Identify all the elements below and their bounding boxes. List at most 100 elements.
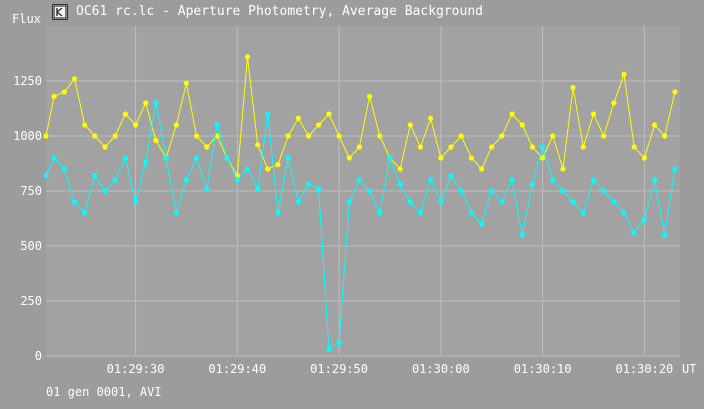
data-point bbox=[153, 137, 159, 143]
data-point bbox=[204, 144, 210, 150]
y-tick-label: 500 bbox=[20, 239, 42, 253]
data-point bbox=[641, 217, 648, 223]
data-point bbox=[438, 199, 444, 205]
y-tick-label: 1250 bbox=[13, 74, 42, 88]
data-point bbox=[295, 115, 301, 121]
data-point bbox=[244, 54, 251, 60]
data-point bbox=[509, 111, 515, 117]
data-point bbox=[509, 177, 515, 183]
data-point bbox=[285, 155, 291, 161]
data-point bbox=[214, 122, 220, 128]
data-point bbox=[61, 89, 67, 95]
data-point bbox=[468, 155, 474, 161]
data-point bbox=[194, 133, 200, 139]
data-point bbox=[43, 173, 49, 179]
data-point bbox=[367, 93, 373, 99]
data-point bbox=[519, 232, 525, 238]
data-point bbox=[255, 186, 261, 192]
data-point bbox=[540, 155, 546, 161]
data-point bbox=[122, 155, 128, 161]
data-point bbox=[428, 177, 434, 183]
data-point bbox=[601, 188, 607, 194]
data-point bbox=[397, 181, 403, 187]
data-point bbox=[560, 188, 566, 194]
grid-layer bbox=[46, 26, 680, 357]
x-tick-label: 01:29:40 bbox=[208, 362, 266, 376]
y-axis-label: Flux bbox=[12, 12, 41, 26]
data-point bbox=[306, 181, 312, 187]
data-point bbox=[244, 166, 251, 172]
data-point bbox=[122, 111, 128, 117]
data-point bbox=[265, 166, 271, 172]
data-point bbox=[479, 166, 485, 172]
x-tick-label: 01:30:20 bbox=[615, 362, 673, 376]
data-point bbox=[356, 177, 362, 183]
data-point bbox=[82, 210, 88, 216]
data-point bbox=[92, 173, 98, 179]
data-point bbox=[397, 166, 403, 172]
data-point bbox=[458, 188, 464, 194]
data-point bbox=[173, 122, 179, 128]
data-point bbox=[631, 144, 637, 150]
data-point bbox=[71, 199, 78, 205]
data-point bbox=[61, 166, 67, 172]
data-point bbox=[407, 199, 413, 205]
data-point bbox=[550, 177, 556, 183]
data-point bbox=[112, 133, 118, 139]
data-point bbox=[489, 144, 495, 150]
data-point bbox=[621, 210, 627, 216]
data-point bbox=[102, 188, 108, 194]
app-icon[interactable] bbox=[52, 4, 68, 20]
data-point bbox=[590, 111, 597, 117]
data-point bbox=[377, 133, 383, 139]
data-point bbox=[631, 230, 637, 236]
data-point bbox=[499, 133, 505, 139]
data-point bbox=[163, 155, 169, 161]
y-tick-label: 0 bbox=[35, 349, 42, 363]
data-point bbox=[519, 122, 525, 128]
data-point bbox=[346, 155, 352, 161]
data-point bbox=[204, 186, 210, 192]
data-point bbox=[92, 133, 98, 139]
data-point bbox=[458, 133, 464, 139]
data-point bbox=[529, 144, 536, 150]
data-point bbox=[438, 155, 444, 161]
data-point bbox=[112, 177, 118, 183]
data-point bbox=[652, 122, 658, 128]
data-point bbox=[316, 122, 322, 128]
data-point bbox=[641, 155, 648, 161]
x-tick-label: 01:30:00 bbox=[412, 362, 470, 376]
data-point bbox=[377, 210, 383, 216]
x-tick-label: 01:30:10 bbox=[514, 362, 572, 376]
data-point bbox=[224, 155, 230, 161]
data-point bbox=[183, 177, 189, 183]
data-point bbox=[346, 199, 352, 205]
data-point bbox=[102, 144, 108, 150]
data-point bbox=[611, 199, 617, 205]
data-point bbox=[540, 144, 546, 150]
data-point bbox=[234, 177, 240, 183]
data-point bbox=[133, 199, 139, 205]
data-point bbox=[153, 100, 159, 106]
data-point bbox=[255, 142, 261, 148]
data-point bbox=[133, 122, 139, 128]
data-point bbox=[468, 210, 474, 216]
data-point bbox=[560, 166, 566, 172]
data-point bbox=[173, 210, 179, 216]
data-point bbox=[82, 122, 88, 128]
data-point bbox=[51, 93, 57, 99]
x-axis-label: UT bbox=[682, 362, 696, 376]
data-point bbox=[570, 85, 576, 91]
data-point bbox=[448, 144, 454, 150]
data-point bbox=[326, 111, 332, 117]
data-point bbox=[183, 80, 189, 86]
data-point bbox=[275, 162, 281, 168]
data-point bbox=[316, 186, 322, 192]
data-point bbox=[265, 111, 271, 117]
data-point bbox=[529, 181, 536, 187]
data-point bbox=[550, 133, 556, 139]
status-text: 01 gen 0001, AVI bbox=[46, 385, 162, 399]
data-point bbox=[194, 155, 200, 161]
window-titlebar: OC61 rc.lc - Aperture Photometry, Averag… bbox=[0, 0, 704, 26]
